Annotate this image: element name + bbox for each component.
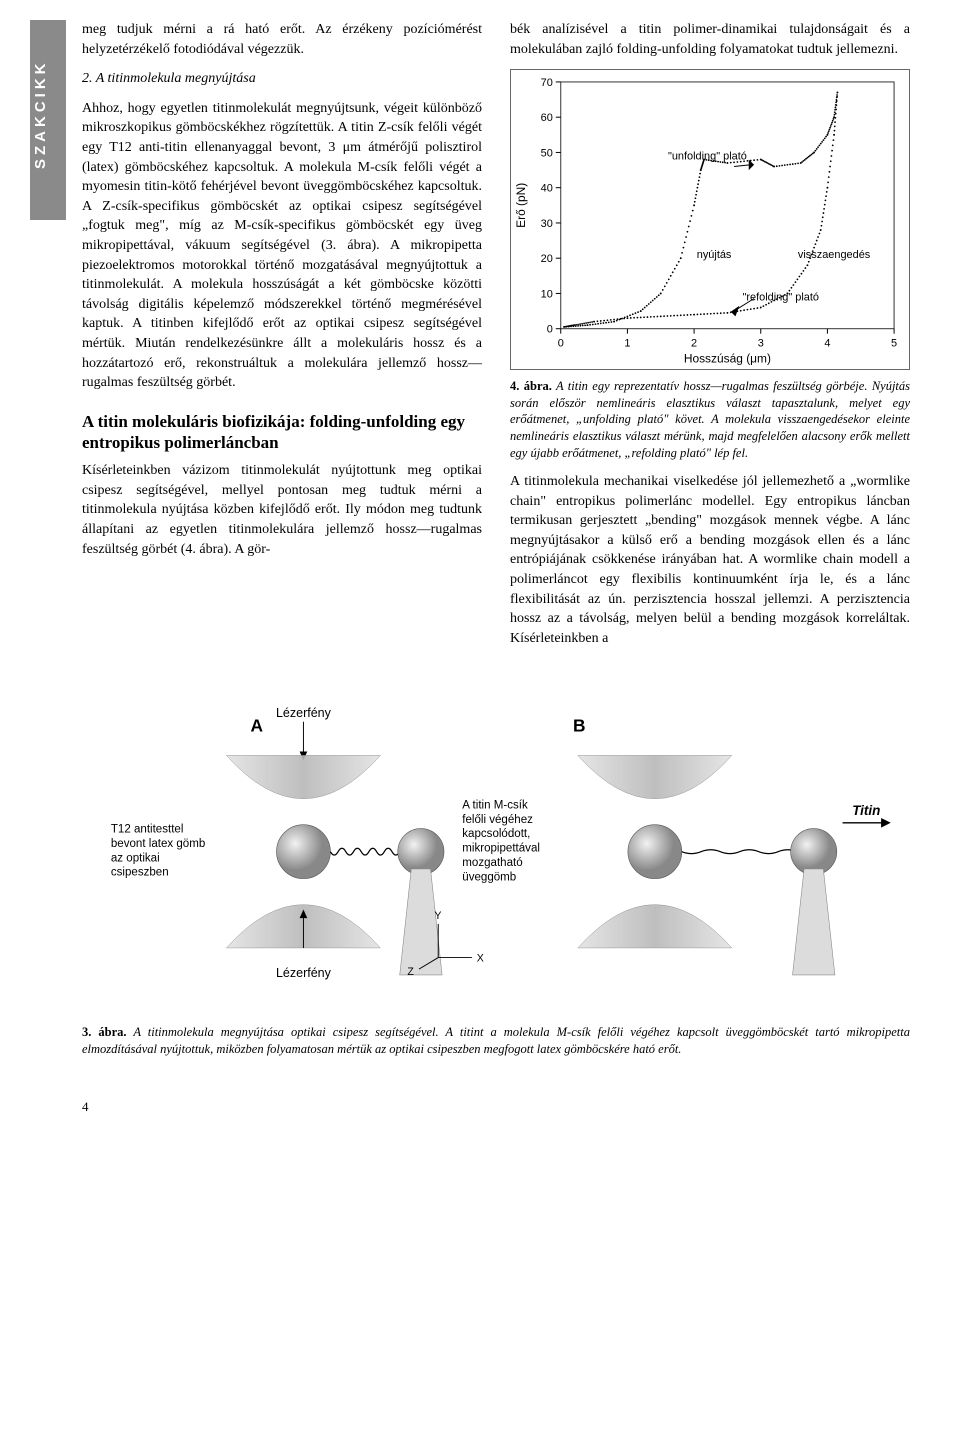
para: bék analízisével a titin polimer-dinamik… (510, 20, 910, 59)
svg-text:50: 50 (541, 148, 553, 160)
svg-text:5: 5 (891, 338, 897, 350)
figure-3: A Lézerfény Lézerfény T12 antitesttel bevont… (82, 688, 910, 1006)
left-column: meg tudjuk mérni a rá ható erőt. Az érzé… (82, 20, 482, 658)
svg-text:nyújtás: nyújtás (697, 249, 732, 261)
figure-4-caption: 4. ábra. A titin egy reprezentatív hossz… (510, 378, 910, 462)
svg-text:10: 10 (541, 289, 553, 301)
svg-text:mikropipettával: mikropipettával (462, 843, 540, 855)
svg-text:4: 4 (824, 338, 830, 350)
svg-text:30: 30 (541, 218, 553, 230)
section-heading: A titin molekuláris biofizikája: folding… (82, 411, 482, 454)
svg-text:Lézerfény: Lézerfény (276, 706, 332, 720)
svg-text:az optikai: az optikai (111, 853, 160, 865)
svg-text:0: 0 (547, 324, 553, 336)
svg-text:Lézerfény: Lézerfény (276, 966, 332, 980)
caption-label: 4. ábra. (510, 379, 552, 393)
svg-text:70: 70 (541, 77, 553, 89)
svg-text:üveggömb: üveggömb (462, 872, 516, 884)
svg-text:visszaengedés: visszaengedés (798, 249, 871, 261)
para: Ahhoz, hogy egyetlen titinmolekulát megn… (82, 99, 482, 393)
svg-text:0: 0 (558, 338, 564, 350)
svg-text:"refolding" plató: "refolding" plató (743, 292, 819, 304)
page-number: 4 (82, 1098, 910, 1116)
svg-text:kapcsolódott,: kapcsolódott, (462, 829, 530, 841)
svg-text:B: B (573, 716, 586, 736)
svg-text:3: 3 (758, 338, 764, 350)
svg-text:1: 1 (624, 338, 630, 350)
section-tab: SZAKCIKK (30, 20, 66, 220)
svg-text:mozgatható: mozgatható (462, 858, 522, 870)
figure-3-caption: 3. ábra. A titinmolekula megnyújtása opt… (82, 1024, 910, 1058)
caption-text: A titinmolekula megnyújtása optikai csip… (82, 1025, 910, 1056)
svg-text:A titin M-csík: A titin M-csík (462, 800, 528, 812)
subheading: 2. A titinmolekula megnyújtása (82, 69, 482, 89)
svg-text:Y: Y (434, 910, 441, 922)
svg-text:X: X (477, 953, 484, 965)
para: meg tudjuk mérni a rá ható erőt. Az érzé… (82, 20, 482, 59)
svg-text:Titin: Titin (852, 803, 880, 818)
svg-text:40: 40 (541, 183, 553, 195)
svg-text:"unfolding" plató: "unfolding" plató (668, 151, 747, 163)
svg-text:T12 antitesttel: T12 antitesttel (111, 824, 184, 836)
svg-text:felőli végéhez: felőli végéhez (462, 814, 533, 826)
svg-text:A: A (250, 716, 263, 736)
figure-4-chart: 012345010203040506070Hosszúság (μm)Erő (… (510, 69, 910, 370)
svg-text:csipeszben: csipeszben (111, 867, 169, 879)
svg-text:bevont latex gömb: bevont latex gömb (111, 838, 205, 850)
caption-text: A titin egy reprezentatív hossz—rugalmas… (510, 379, 910, 461)
para: Kísérleteinkben vázizom titinmolekulát n… (82, 461, 482, 559)
svg-text:20: 20 (541, 253, 553, 265)
svg-text:Z: Z (407, 966, 414, 978)
svg-text:60: 60 (541, 112, 553, 124)
svg-text:2: 2 (691, 338, 697, 350)
caption-label: 3. ábra. (82, 1025, 127, 1039)
svg-text:Hosszúság (μm): Hosszúság (μm) (684, 352, 771, 366)
para: A titinmolekula mechanikai viselkedése j… (510, 472, 910, 648)
svg-text:Erő (pN): Erő (pN) (514, 183, 528, 228)
right-column: bék analízisével a titin polimer-dinamik… (510, 20, 910, 658)
